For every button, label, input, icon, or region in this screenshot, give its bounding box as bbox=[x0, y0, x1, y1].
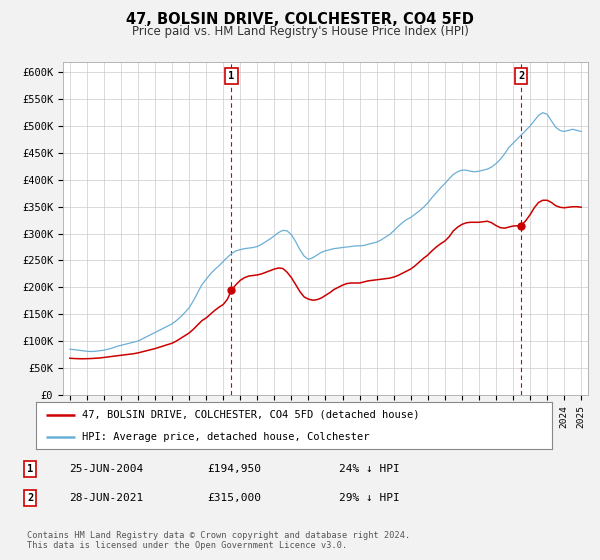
Text: £315,000: £315,000 bbox=[207, 493, 261, 503]
Text: 2: 2 bbox=[518, 71, 524, 81]
Text: 28-JUN-2021: 28-JUN-2021 bbox=[69, 493, 143, 503]
Text: Contains HM Land Registry data © Crown copyright and database right 2024.
This d: Contains HM Land Registry data © Crown c… bbox=[27, 530, 410, 550]
Text: Price paid vs. HM Land Registry's House Price Index (HPI): Price paid vs. HM Land Registry's House … bbox=[131, 25, 469, 38]
Text: £194,950: £194,950 bbox=[207, 464, 261, 474]
Text: HPI: Average price, detached house, Colchester: HPI: Average price, detached house, Colc… bbox=[82, 432, 370, 442]
Text: 47, BOLSIN DRIVE, COLCHESTER, CO4 5FD (detached house): 47, BOLSIN DRIVE, COLCHESTER, CO4 5FD (d… bbox=[82, 410, 420, 420]
Text: 1: 1 bbox=[229, 71, 235, 81]
Text: 47, BOLSIN DRIVE, COLCHESTER, CO4 5FD: 47, BOLSIN DRIVE, COLCHESTER, CO4 5FD bbox=[126, 12, 474, 27]
Text: 24% ↓ HPI: 24% ↓ HPI bbox=[339, 464, 400, 474]
Text: 29% ↓ HPI: 29% ↓ HPI bbox=[339, 493, 400, 503]
Text: 2: 2 bbox=[27, 493, 33, 503]
Text: 25-JUN-2004: 25-JUN-2004 bbox=[69, 464, 143, 474]
Text: 1: 1 bbox=[27, 464, 33, 474]
